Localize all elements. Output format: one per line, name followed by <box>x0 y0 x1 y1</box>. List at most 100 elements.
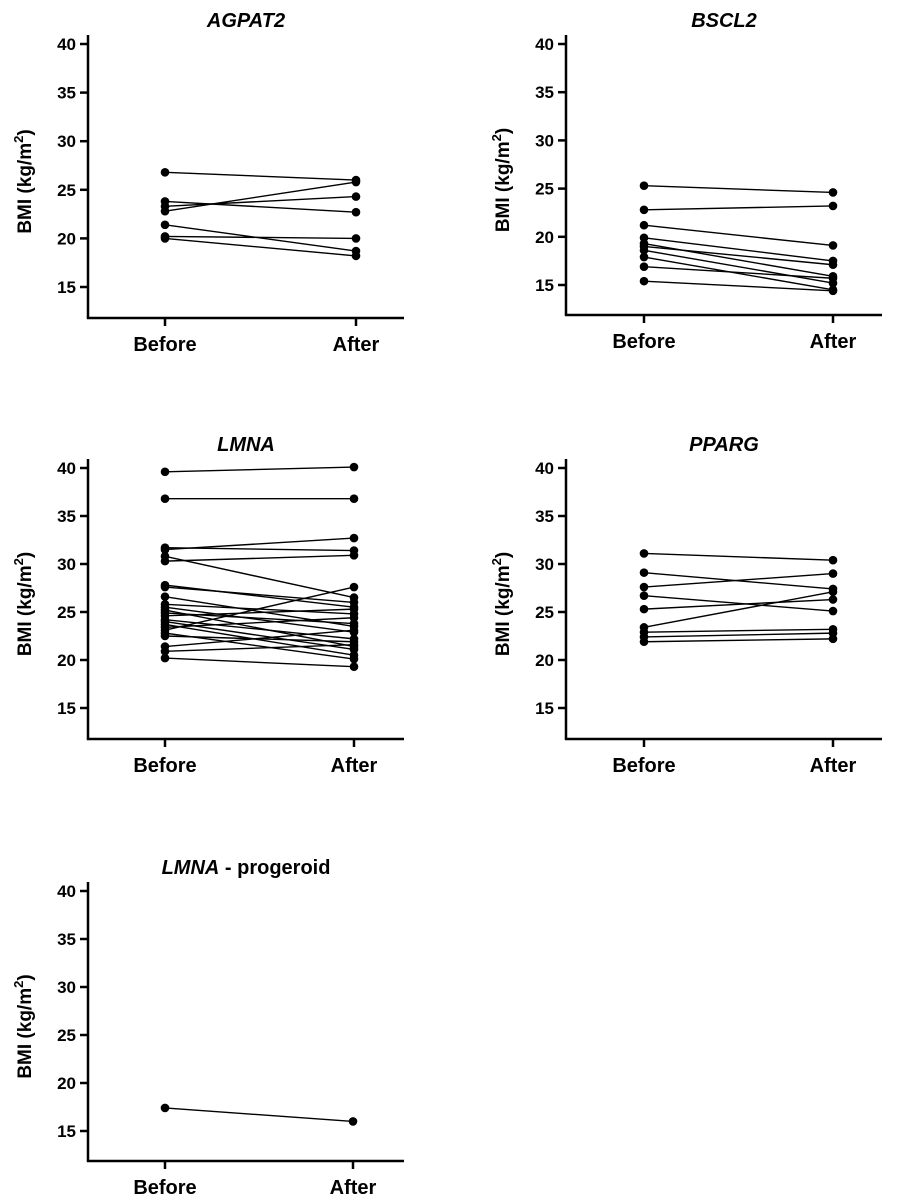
point-after-22 <box>349 625 359 635</box>
point-after-3 <box>351 192 361 201</box>
chart-title: LMNA - progeroid <box>162 857 331 879</box>
x-category-label: After <box>333 334 380 356</box>
series-line-23 <box>164 643 355 653</box>
y-tick-label: 40 <box>535 35 554 54</box>
y-axis-label-close: ) <box>15 129 36 135</box>
point-after-4 <box>351 177 361 187</box>
point-before-24 <box>160 653 170 663</box>
series-line-4 <box>164 181 357 212</box>
point-before-3 <box>639 582 649 592</box>
series-line-8 <box>164 586 355 604</box>
series-line-24 <box>164 657 355 668</box>
point-before-1 <box>639 549 649 558</box>
chart-title: BSCL2 <box>691 10 757 32</box>
series-line-2 <box>164 200 357 213</box>
point-after-24 <box>349 662 359 672</box>
y-tick-label: 35 <box>535 507 554 526</box>
series-line-7 <box>164 584 355 608</box>
y-tick-label: 35 <box>57 507 76 526</box>
series-line-10 <box>643 280 834 292</box>
point-before-4 <box>160 545 170 554</box>
y-axis-label-sup: 2 <box>11 558 26 565</box>
point-before-3 <box>639 220 649 230</box>
point-before-9 <box>160 592 170 601</box>
series-line-6 <box>643 591 834 629</box>
point-after-1 <box>828 188 838 197</box>
point-before-7 <box>160 234 170 243</box>
point-after-6 <box>828 260 838 270</box>
point-before-1 <box>160 1103 170 1113</box>
y-tick-label: 25 <box>57 1026 76 1045</box>
series-line-4 <box>643 237 834 262</box>
series-line-5 <box>643 598 834 610</box>
series-line-11 <box>164 606 355 633</box>
x-category-label: Before <box>612 755 675 777</box>
point-before-2 <box>639 205 649 215</box>
y-tick-label: 15 <box>535 276 554 295</box>
y-tick-label: 15 <box>535 699 554 718</box>
y-axis-label-sup: 2 <box>11 136 26 143</box>
series-line-6 <box>164 235 357 240</box>
x-category-label: After <box>331 755 378 777</box>
series-line-3 <box>643 572 834 588</box>
series-line-1 <box>164 171 357 181</box>
point-after-2 <box>351 207 361 217</box>
y-axis-label: BMI (kg/m2) <box>489 128 514 232</box>
series-line-4 <box>164 537 355 551</box>
y-axis-label-close: ) <box>15 974 36 980</box>
point-before-1 <box>160 467 170 477</box>
point-after-18 <box>349 613 359 623</box>
y-axis-label-close: ) <box>15 552 36 558</box>
series-line-5 <box>164 555 355 599</box>
chart-panel-2: BSCL2 15 20 25 30 35 40 Before After BMI (kg/m2) <box>489 10 882 353</box>
point-before-2 <box>639 568 649 577</box>
y-tick-label: 25 <box>535 603 554 622</box>
series-line-1 <box>643 185 834 194</box>
point-after-4 <box>828 606 838 616</box>
point-before-8 <box>639 252 649 262</box>
y-axis-label-sup: 2 <box>11 981 26 988</box>
y-tick-label: 15 <box>57 699 76 718</box>
chart-title-gene: LMNA <box>217 434 275 456</box>
series-line-7 <box>643 249 834 284</box>
chart-title: LMNA <box>217 434 275 456</box>
chart-title-gene: PPARG <box>689 434 759 456</box>
series-line-7 <box>164 237 357 257</box>
y-tick-label: 30 <box>57 978 76 997</box>
x-category-label: Before <box>612 331 675 353</box>
y-axis-label: BMI (kg/m2) <box>489 552 514 656</box>
point-after-7 <box>351 251 361 261</box>
y-tick-label: 35 <box>57 84 76 103</box>
point-after-4 <box>349 533 359 543</box>
y-axis-label-main: BMI (kg/m <box>15 988 36 1079</box>
y-tick-label: 40 <box>535 459 554 478</box>
chart-title-suffix: - progeroid <box>219 857 330 879</box>
y-tick-label: 35 <box>57 930 76 949</box>
point-before-6 <box>160 556 170 566</box>
y-axis-label: BMI (kg/m2) <box>11 129 36 233</box>
y-axis-label-close: ) <box>493 128 514 134</box>
series-line-5 <box>643 242 834 278</box>
y-tick-label: 40 <box>57 35 76 54</box>
series-line-3 <box>164 195 357 208</box>
x-category-label: Before <box>133 334 196 356</box>
x-category-label: After <box>810 755 857 777</box>
point-after-2 <box>349 494 359 504</box>
y-tick-label: 20 <box>57 651 76 670</box>
point-before-9 <box>639 637 649 647</box>
series-line-9 <box>643 638 834 643</box>
point-before-23 <box>160 647 170 656</box>
point-after-10 <box>828 286 838 296</box>
y-tick-label: 25 <box>57 603 76 622</box>
chart-title-gene: LMNA <box>162 857 220 879</box>
x-category-label: Before <box>133 755 196 777</box>
point-before-8 <box>160 582 170 592</box>
y-tick-label: 25 <box>535 180 554 199</box>
series-line-1 <box>643 552 834 561</box>
y-tick-label: 20 <box>535 651 554 670</box>
point-after-3 <box>828 241 838 250</box>
series-line-8 <box>643 632 834 638</box>
chart-panel-4: PPARG 15 20 25 30 35 40 Before After BMI (kg/m2) <box>489 434 882 777</box>
chart-title-gene: AGPAT2 <box>206 10 285 32</box>
